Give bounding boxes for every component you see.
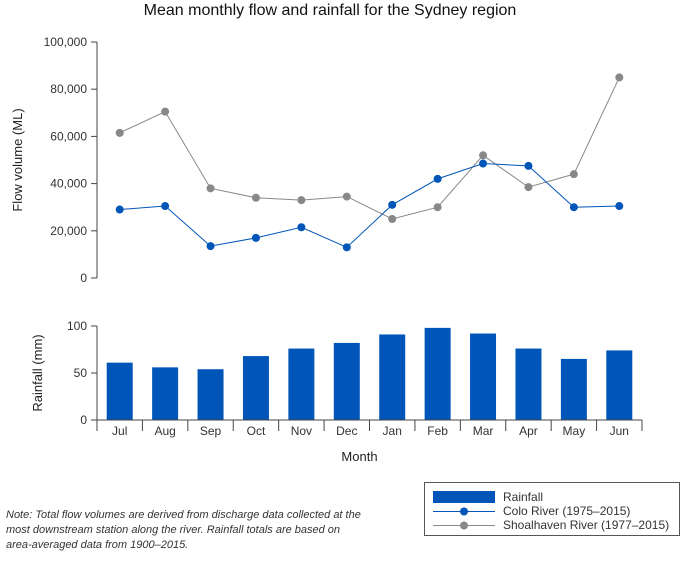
flow-y-tick-label: 60,000 [50,129,87,143]
rainfall-bar-jul [106,362,133,420]
colo-river-point-sep [206,242,215,251]
x-tick-label-feb: Feb [427,424,448,438]
colo-river-point-jun [615,202,624,211]
chart-title: Mean monthly flow and rainfall for the S… [143,2,517,19]
rainfall-bar-apr [515,348,542,420]
rainfall-bar-may [560,358,587,420]
shoalhaven-river-point-aug [161,107,170,116]
x-tick-label-jul: Jul [112,424,127,438]
colo-river-point-oct [251,233,260,242]
shoalhaven-river-point-dec [342,192,351,201]
rainfall-bar-sep [197,369,224,420]
legend: Rainfall Colo River (1975–2015) Shoalhav… [424,482,680,536]
x-tick-label-dec: Dec [336,424,357,438]
flow-y-axis-title: Flow volume (ML) [10,108,25,211]
x-axis-title: Month [341,449,377,464]
shoalhaven-river-point-jan [388,215,397,223]
flow-y-tick-label: 100,000 [44,35,88,49]
rainfall-bar-nov [288,348,315,420]
rainfall-bar-oct [242,356,269,420]
shoalhaven-river-point-oct [251,193,260,202]
x-tick-label-aug: Aug [154,424,175,438]
flow-y-tick-label: 80,000 [50,82,87,96]
flow-y-tick-label: 0 [80,271,87,285]
legend-colo-symbol [433,507,495,516]
legend-item-shoalhaven: Shoalhaven River (1977–2015) [425,518,679,533]
shoalhaven-river-point-apr [524,183,533,192]
colo-river-line [119,163,620,248]
shoalhaven-river-point-mar [479,151,488,160]
shoalhaven-river-point-sep [206,184,215,193]
rain-y-axis-title: Rainfall (mm) [30,334,45,411]
rainfall-bar-feb [424,327,451,420]
legend-item-rainfall: Rainfall [425,490,679,505]
colo-river-point-apr [524,161,533,170]
x-tick-label-jan: Jan [383,424,402,438]
legend-shoalhaven-symbol [433,521,495,530]
legend-label-shoalhaven: Shoalhaven River (1977–2015) [503,518,670,532]
rainfall-bar-jan [379,334,406,420]
rainfall-bar-dec [333,342,360,420]
colo-river-point-mar [479,159,488,168]
x-tick-label-sep: Sep [200,424,222,438]
rainfall-bar-aug [152,367,179,420]
shoalhaven-river-point-may [569,170,578,179]
legend-rainfall-swatch [433,491,495,503]
flow-y-tick-label: 20,000 [50,224,87,238]
colo-river-point-jan [388,200,397,209]
x-tick-label-nov: Nov [291,424,312,438]
rainfall-bar-jun [606,350,633,420]
shoalhaven-river-point-feb [433,203,442,212]
rain-y-tick-label: 100 [67,319,87,333]
x-tick-label-mar: Mar [473,424,494,438]
shoalhaven-river-point-jul [115,128,124,137]
colo-river-point-nov [297,223,306,232]
colo-river-point-may [569,203,578,212]
shoalhaven-river-line [119,77,620,220]
rain-y-tick-label: 0 [80,413,87,427]
legend-label-rainfall: Rainfall [503,490,544,504]
x-tick-label-jun: Jun [610,424,629,438]
flow-y-tick-label: 40,000 [50,177,87,191]
rainfall-bar-mar [470,333,497,420]
rain-y-tick-label: 50 [74,366,88,380]
shoalhaven-river-point-nov [297,196,306,205]
x-tick-label-apr: Apr [519,424,538,438]
colo-river-point-feb [433,174,442,183]
x-tick-label-may: May [563,424,586,438]
colo-river-point-jul [115,205,124,214]
chart-note: Note: Total flow volumes are derived fro… [6,509,361,551]
shoalhaven-river-point-jun [615,73,624,82]
legend-label-colo: Colo River (1975–2015) [503,504,631,518]
legend-item-colo: Colo River (1975–2015) [425,504,679,519]
colo-river-point-dec [342,243,351,252]
colo-river-point-aug [161,202,170,211]
x-tick-label-oct: Oct [247,424,266,438]
